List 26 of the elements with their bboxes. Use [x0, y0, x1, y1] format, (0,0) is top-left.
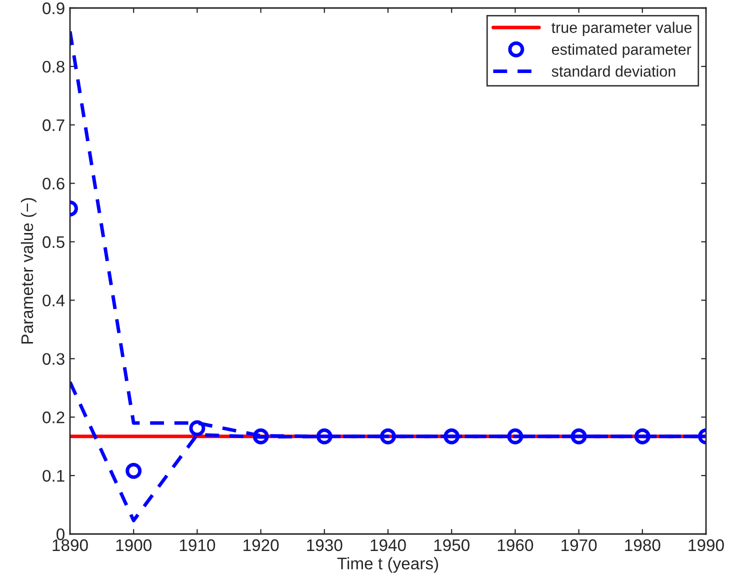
- x-tick-label: 1990: [688, 539, 724, 552]
- legend-label: true parameter value: [552, 22, 692, 36]
- x-tick-label: 1970: [562, 539, 597, 552]
- y-tick-label: 0.4: [42, 294, 65, 306]
- x-tick-label: 1900: [116, 539, 152, 552]
- x-tick-label: 1960: [498, 539, 534, 552]
- y-tick-label: 0.5: [42, 236, 64, 248]
- legend-label: standard deviation: [552, 66, 676, 77]
- y-axis-title: Parameter value (−): [20, 198, 36, 344]
- y-tick-label: 0: [56, 528, 64, 540]
- x-tick-label: 1920: [244, 539, 279, 552]
- y-tick-label: 0.2: [42, 412, 64, 424]
- y-tick-label: 0.6: [42, 178, 64, 190]
- legend-label: estimated parameter: [552, 44, 692, 58]
- x-axis-title: Time t (years): [337, 557, 438, 573]
- x-tick-label: 1980: [625, 539, 660, 552]
- x-tick-label: 1940: [370, 539, 406, 552]
- x-tick-label: 1950: [434, 539, 470, 552]
- y-tick-label: 0.7: [42, 119, 64, 132]
- x-tick-label: 1930: [307, 539, 342, 552]
- y-tick-label: 0.3: [42, 353, 64, 365]
- y-tick-label: 0.8: [42, 60, 64, 73]
- y-tick-label: 0.1: [42, 470, 64, 482]
- y-tick-label: 0.9: [42, 2, 64, 14]
- x-tick-label: 1890: [52, 539, 88, 552]
- x-tick-label: 1910: [180, 539, 216, 552]
